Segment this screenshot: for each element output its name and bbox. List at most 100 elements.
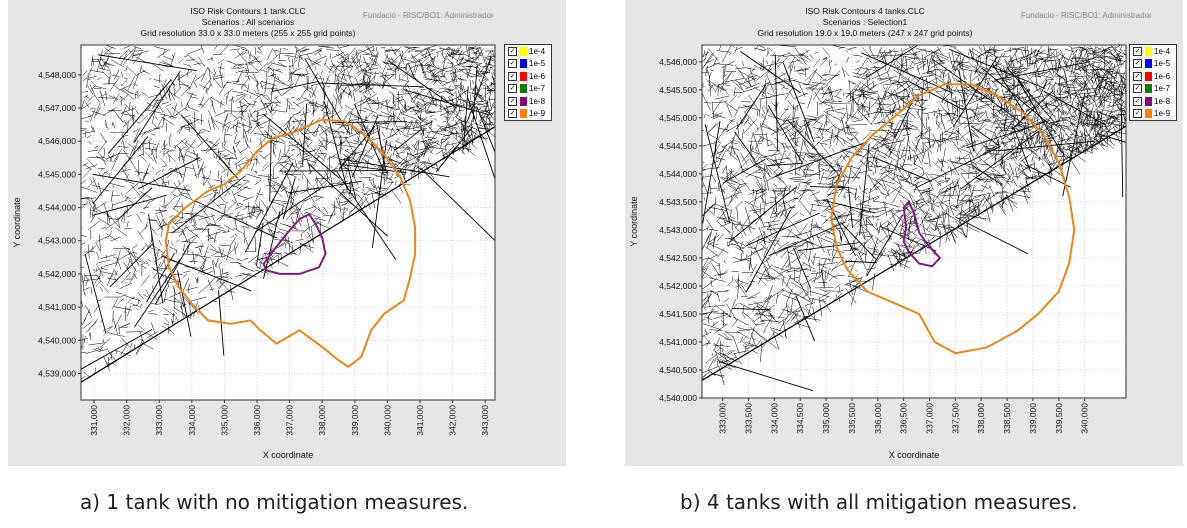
y-tick-label: 4,545,000 — [659, 113, 697, 123]
y-tick-label: 4,541,000 — [659, 337, 697, 347]
y-tick-label: 4,541,000 — [38, 302, 76, 312]
legend-label: 1e-4 — [529, 47, 545, 56]
caption-b: b) 4 tanks with all mitigation measures. — [680, 490, 1078, 514]
x-tick-label: 340,000 — [1080, 403, 1090, 434]
legend-item-1e-6[interactable]: ✓ 1e-6 — [505, 70, 551, 83]
chart-a-title: ISO Risk Contours 1 tank.CLC — [148, 6, 348, 16]
legend-label: 1e-8 — [529, 97, 545, 106]
legend-item-1e-8[interactable]: ✓ 1e-8 — [505, 95, 551, 108]
legend-swatch — [520, 109, 527, 118]
legend-swatch — [1145, 84, 1152, 93]
legend-checkbox[interactable]: ✓ — [1133, 72, 1142, 81]
legend-label: 1e-6 — [1154, 72, 1170, 81]
y-tick-label: 4,543,500 — [659, 197, 697, 207]
x-tick-label: 334,000 — [187, 405, 197, 436]
legend-item-1e-4[interactable]: ✓ 1e-4 — [1130, 45, 1176, 58]
legend-swatch — [520, 59, 527, 68]
legend-item-1e-5[interactable]: ✓ 1e-5 — [505, 58, 551, 71]
legend-checkbox[interactable]: ✓ — [1133, 47, 1142, 56]
chart-b-legend: ✓ 1e-4 ✓ 1e-5 ✓ 1e-6 ✓ 1e-7 ✓ 1e-8 ✓ 1e-9 — [1129, 44, 1177, 121]
x-tick-label: 339,000 — [350, 405, 360, 436]
legend-item-1e-7[interactable]: ✓ 1e-7 — [505, 83, 551, 96]
legend-label: 1e-9 — [1154, 109, 1170, 118]
y-tick-label: 4,540,000 — [659, 393, 697, 403]
x-tick-label: 339,000 — [1028, 403, 1038, 434]
x-tick-label: 333,500 — [744, 403, 754, 434]
legend-item-1e-9[interactable]: ✓ 1e-9 — [505, 108, 551, 121]
y-tick-label: 4,544,000 — [38, 203, 76, 213]
chart-b-subtitle-1: Scenarios : Selection1 — [765, 17, 965, 27]
chart-a-subtitle-2: Grid resolution 33.0 x 33.0 meters (255 … — [88, 28, 408, 38]
legend-item-1e-4[interactable]: ✓ 1e-4 — [505, 45, 551, 58]
x-tick-label: 336,000 — [252, 405, 262, 436]
legend-item-1e-8[interactable]: ✓ 1e-8 — [1130, 95, 1176, 108]
y-tick-label: 4,542,000 — [38, 269, 76, 279]
legend-label: 1e-4 — [1154, 47, 1170, 56]
legend-label: 1e-9 — [529, 109, 545, 118]
y-tick-label: 4,545,000 — [38, 169, 76, 179]
x-axis-label: X coordinate — [263, 450, 314, 460]
legend-swatch — [1145, 97, 1152, 106]
x-tick-label: 335,500 — [847, 403, 857, 434]
y-axis-label: Y coordinate — [629, 196, 639, 246]
chart-b-subtitle-2: Grid resolution 19.0 x 19.0 meters (247 … — [705, 28, 1025, 38]
legend-swatch — [520, 84, 527, 93]
legend-item-1e-5[interactable]: ✓ 1e-5 — [1130, 58, 1176, 71]
legend-checkbox[interactable]: ✓ — [508, 84, 517, 93]
x-tick-label: 337,000 — [925, 403, 935, 434]
legend-checkbox[interactable]: ✓ — [1133, 97, 1142, 106]
legend-checkbox[interactable]: ✓ — [508, 109, 517, 118]
x-tick-label: 336,500 — [899, 403, 909, 434]
legend-swatch — [520, 72, 527, 81]
legend-item-1e-6[interactable]: ✓ 1e-6 — [1130, 70, 1176, 83]
x-tick-label: 338,000 — [317, 405, 327, 436]
legend-checkbox[interactable]: ✓ — [508, 97, 517, 106]
x-tick-label: 340,000 — [382, 405, 392, 436]
x-tick-label: 336,000 — [873, 403, 883, 434]
legend-checkbox[interactable]: ✓ — [508, 47, 517, 56]
y-tick-label: 4,542,000 — [659, 281, 697, 291]
caption-a: a) 1 tank with no mitigation measures. — [80, 490, 468, 514]
legend-checkbox[interactable]: ✓ — [1133, 109, 1142, 118]
legend-checkbox[interactable]: ✓ — [508, 59, 517, 68]
y-tick-label: 4,542,500 — [659, 253, 697, 263]
y-tick-label: 4,546,000 — [659, 57, 697, 67]
legend-checkbox[interactable]: ✓ — [508, 72, 517, 81]
x-tick-label: 331,000 — [89, 405, 99, 436]
legend-checkbox[interactable]: ✓ — [1133, 84, 1142, 93]
x-tick-label: 335,000 — [821, 403, 831, 434]
x-tick-label: 333,000 — [154, 405, 164, 436]
legend-label: 1e-7 — [1154, 84, 1170, 93]
y-tick-label: 4,544,000 — [659, 169, 697, 179]
legend-label: 1e-5 — [1154, 59, 1170, 68]
chart-b-svg: 333,000 333,500 334,000 334,500 335,000 335,5… — [625, 0, 1183, 466]
x-tick-label: 332,000 — [122, 405, 132, 436]
legend-swatch — [520, 97, 527, 106]
y-tick-label: 4,547,000 — [38, 103, 76, 113]
chart-panel-b: 333,000 333,500 334,000 334,500 335,000 335,5… — [625, 0, 1183, 466]
legend-item-1e-7[interactable]: ✓ 1e-7 — [1130, 83, 1176, 96]
x-tick-label: 338,500 — [1002, 403, 1012, 434]
chart-a-user-info: Fundacio - RISC/BO1: Administrador — [363, 11, 494, 20]
chart-b-user-info: Fundacio - RISC/BO1: Administrador — [1021, 11, 1152, 20]
y-tick-label: 4,544,500 — [659, 141, 697, 151]
legend-swatch — [1145, 109, 1152, 118]
chart-panel-a: 331,000 332,000 333,000 334,000 335,000 336,0… — [8, 0, 566, 466]
y-tick-label: 4,543,000 — [38, 236, 76, 246]
y-tick-label: 4,540,500 — [659, 365, 697, 375]
legend-label: 1e-8 — [1154, 97, 1170, 106]
x-tick-label: 343,000 — [480, 405, 490, 436]
legend-swatch — [1145, 72, 1152, 81]
x-tick-label: 337,500 — [950, 403, 960, 434]
x-tick-label: 333,000 — [718, 403, 728, 434]
legend-swatch — [1145, 59, 1152, 68]
legend-checkbox[interactable]: ✓ — [1133, 59, 1142, 68]
legend-label: 1e-5 — [529, 59, 545, 68]
x-axis-label: X coordinate — [889, 450, 940, 460]
legend-label: 1e-6 — [529, 72, 545, 81]
x-tick-label: 338,000 — [976, 403, 986, 434]
legend-item-1e-9[interactable]: ✓ 1e-9 — [1130, 108, 1176, 121]
legend-swatch — [1145, 47, 1152, 56]
legend-label: 1e-7 — [529, 84, 545, 93]
chart-a-svg: 331,000 332,000 333,000 334,000 335,000 336,0… — [8, 0, 566, 466]
